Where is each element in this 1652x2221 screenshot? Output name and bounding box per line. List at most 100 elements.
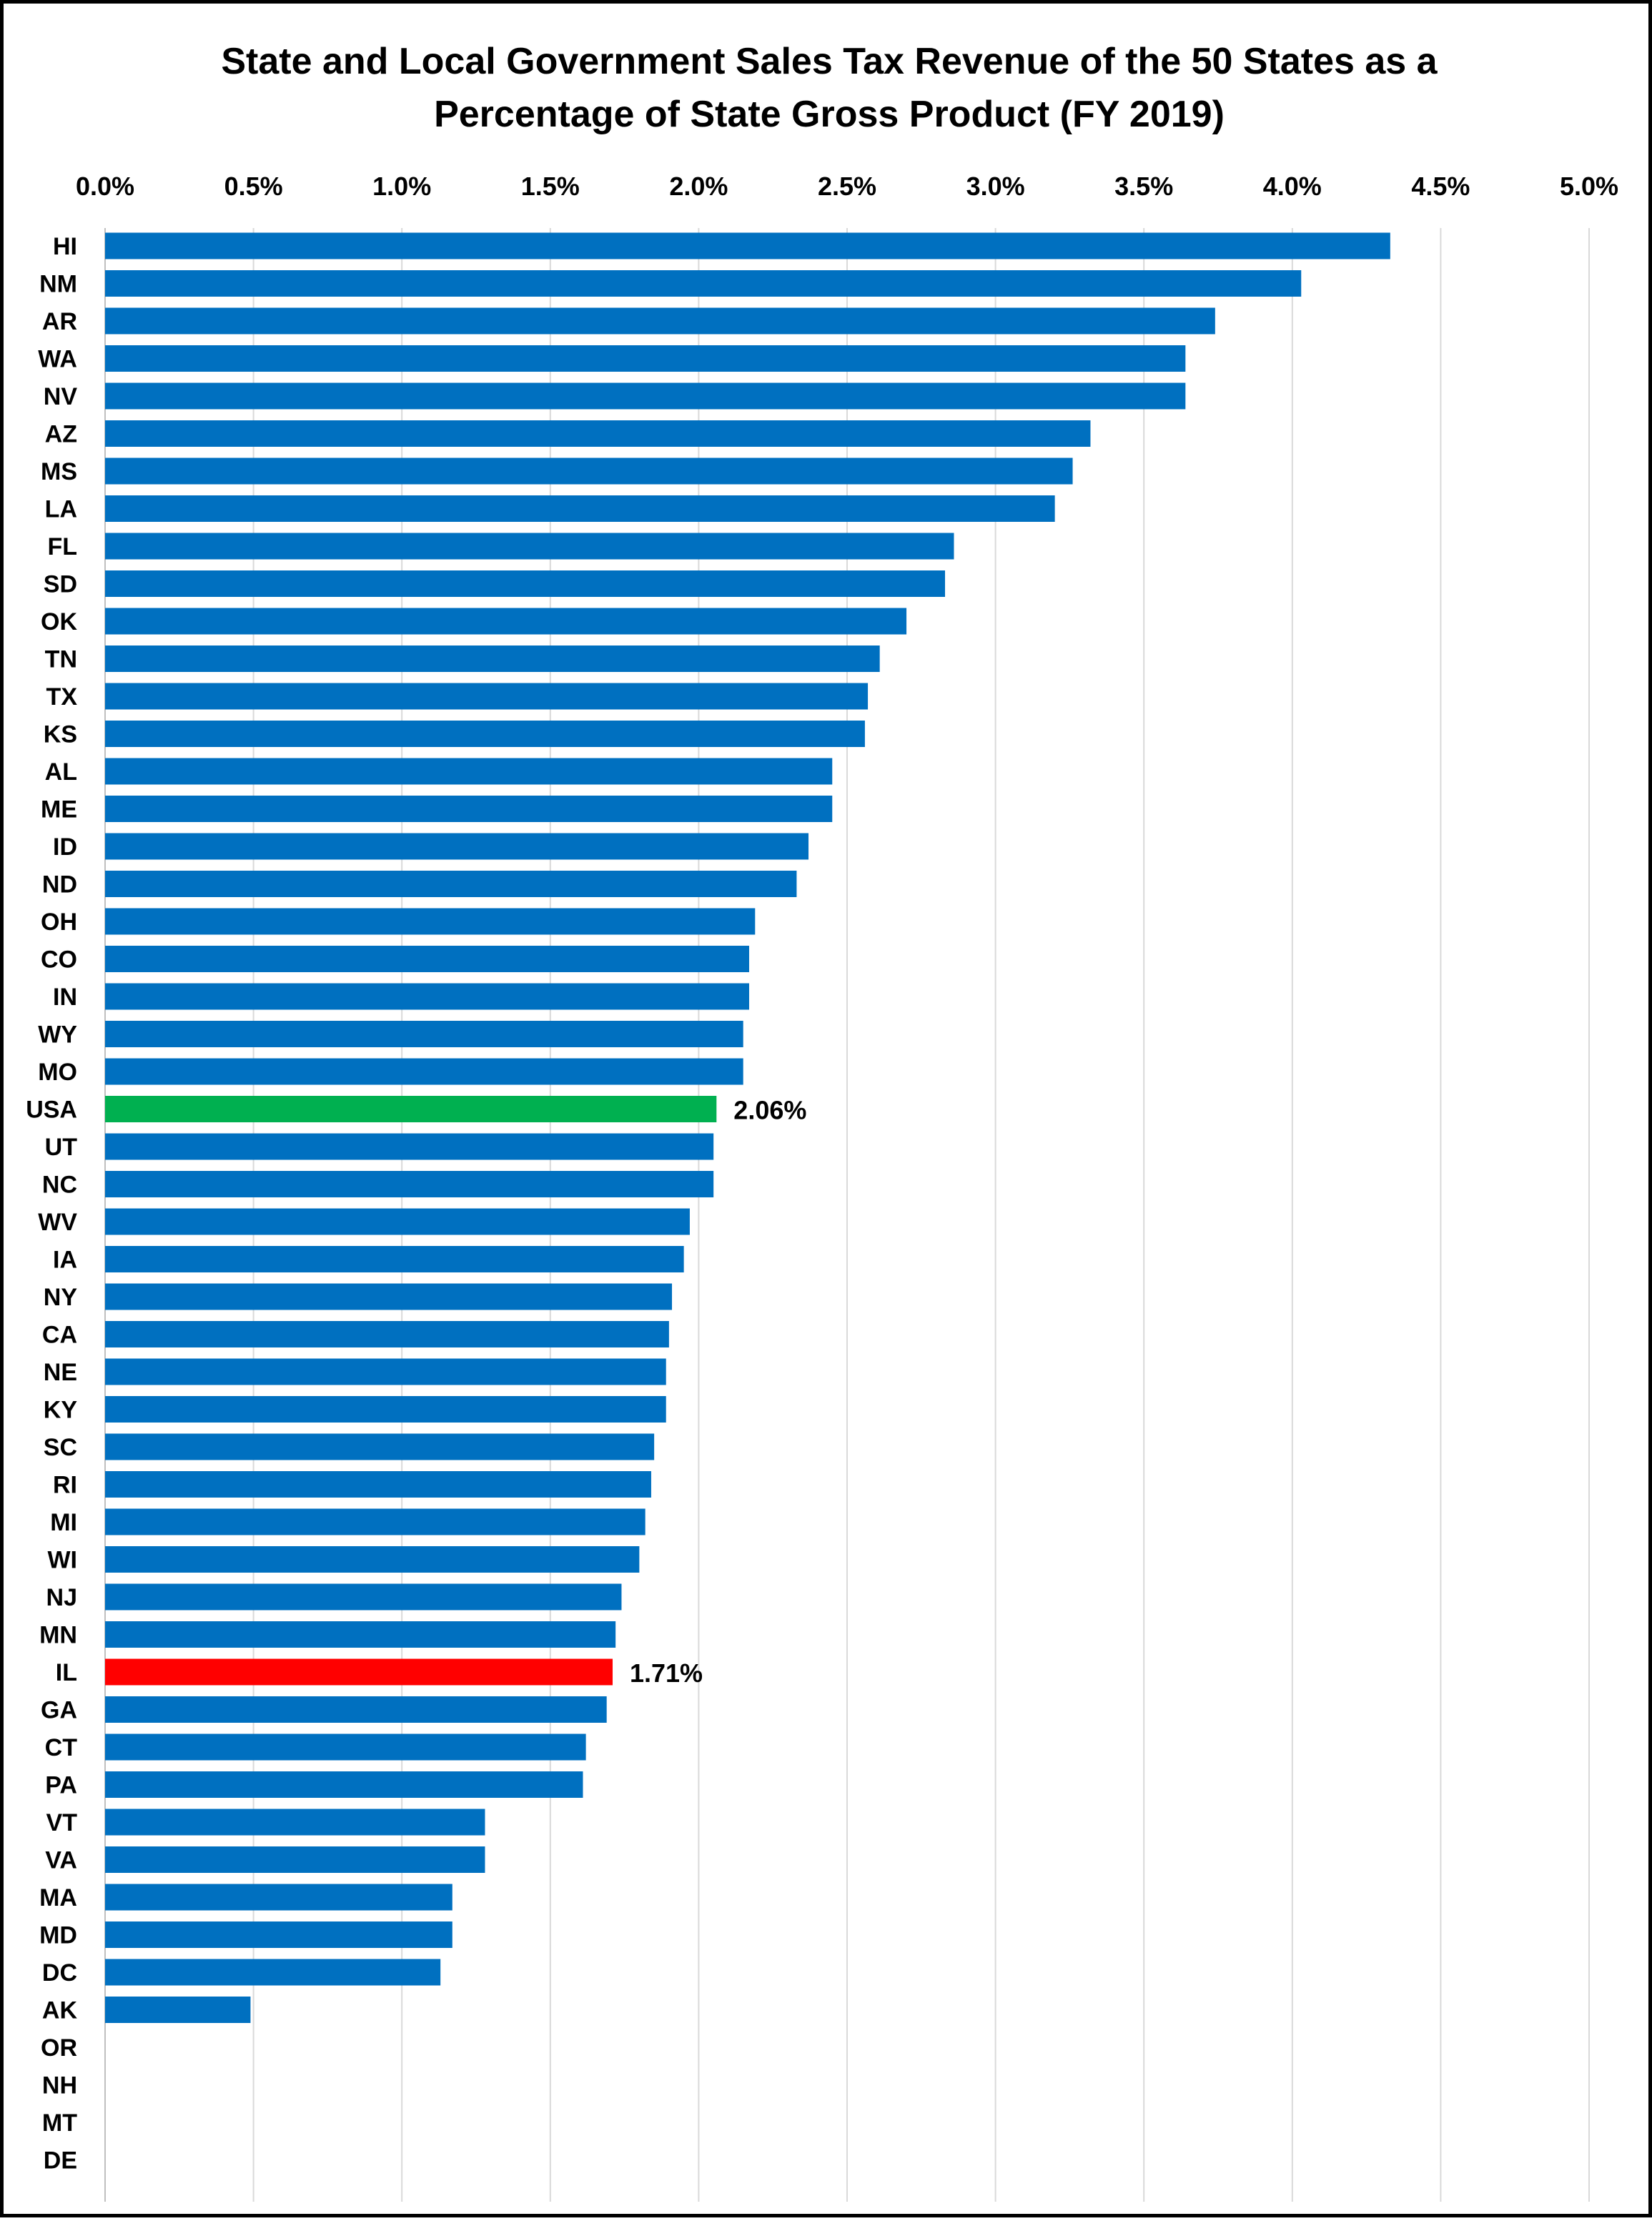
bar-ga xyxy=(105,1696,607,1723)
category-label: NJ xyxy=(46,1584,77,1611)
category-label: MD xyxy=(39,1922,77,1949)
data-label-il: 1.71% xyxy=(630,1658,703,1688)
bar-hi xyxy=(105,232,1390,259)
bar-ca xyxy=(105,1321,669,1347)
category-label: RI xyxy=(53,1472,77,1499)
category-label: IL xyxy=(56,1659,77,1686)
x-tick-label: 1.0% xyxy=(372,172,431,201)
category-label: AZ xyxy=(45,421,77,448)
category-label: FL xyxy=(47,533,77,560)
category-label: NC xyxy=(42,1172,77,1199)
bar-sd xyxy=(105,570,946,597)
data-label-usa: 2.06% xyxy=(733,1096,806,1125)
category-label: MS xyxy=(41,458,77,485)
bar-nm xyxy=(105,270,1302,297)
chart-title-line-2: Percentage of State Gross Product (FY 20… xyxy=(434,94,1225,135)
category-label: CO xyxy=(41,946,77,974)
bar-pa xyxy=(105,1771,583,1798)
bar-oh xyxy=(105,908,756,935)
bar-nv xyxy=(105,382,1186,410)
bar-chart: State and Local Government Sales Tax Rev… xyxy=(26,41,1618,2202)
category-label: OK xyxy=(41,608,77,635)
bar-ak xyxy=(105,1997,251,2023)
bar-usa xyxy=(105,1096,717,1122)
category-label: WV xyxy=(38,1209,77,1236)
bar-ky xyxy=(105,1396,666,1423)
category-label: OR xyxy=(41,2034,77,2062)
category-label: KY xyxy=(44,1397,78,1424)
bar-mi xyxy=(105,1508,646,1535)
category-label: VT xyxy=(46,1809,78,1836)
bar-md xyxy=(105,1921,452,1948)
category-label: IA xyxy=(53,1247,77,1274)
bar-ut xyxy=(105,1133,714,1160)
category-label: NE xyxy=(44,1359,77,1386)
category-label: AR xyxy=(42,308,77,335)
x-tick-label: 2.0% xyxy=(669,172,728,201)
category-label: NM xyxy=(39,271,77,298)
bar-ct xyxy=(105,1733,586,1761)
bar-ri xyxy=(105,1471,651,1498)
bar-ne xyxy=(105,1358,666,1385)
category-label: USA xyxy=(26,1097,77,1124)
category-label: MA xyxy=(39,1884,77,1911)
category-label: CA xyxy=(42,1322,77,1349)
category-label: AL xyxy=(45,758,77,786)
x-tick-label: 4.0% xyxy=(1263,172,1322,201)
bar-il xyxy=(105,1658,613,1686)
bar-al xyxy=(105,758,833,785)
bar-ia xyxy=(105,1246,684,1272)
bar-az xyxy=(105,420,1091,447)
x-tick-label: 2.5% xyxy=(818,172,876,201)
category-label: SD xyxy=(44,571,77,598)
category-label: NH xyxy=(42,2072,77,2099)
category-label: MI xyxy=(50,1509,77,1536)
category-label: DC xyxy=(42,1959,77,1987)
category-label: WI xyxy=(47,1547,77,1574)
category-label: ME xyxy=(41,796,77,823)
x-tick-label: 3.0% xyxy=(966,172,1025,201)
data-labels: 2.06% 1.71% xyxy=(630,1096,806,1688)
category-label: KS xyxy=(44,721,77,748)
x-axis-tick-labels: 0.0% 0.5% 1.0% 1.5% 2.0% 2.5% 3.0% 3.5% 4.0% 4.5%… xyxy=(76,172,1618,201)
bar-vt xyxy=(105,1809,485,1836)
bar-ar xyxy=(105,307,1215,335)
category-label: HI xyxy=(53,233,77,260)
bar-nj xyxy=(105,1583,622,1611)
bar-tx xyxy=(105,683,869,710)
category-label: UT xyxy=(45,1134,78,1161)
bar-wi xyxy=(105,1546,640,1573)
bar-dc xyxy=(105,1959,441,1986)
category-label: SC xyxy=(44,1434,77,1461)
bar-ks xyxy=(105,721,865,747)
x-tick-label: 4.5% xyxy=(1411,172,1470,201)
bar-mn xyxy=(105,1621,616,1648)
category-label: TX xyxy=(46,683,78,711)
bars xyxy=(105,232,1390,2023)
category-label: WA xyxy=(38,346,77,373)
bar-wa xyxy=(105,345,1186,372)
category-label: VA xyxy=(45,1847,77,1874)
bar-va xyxy=(105,1846,485,1873)
bar-ms xyxy=(105,457,1073,485)
category-label: TN xyxy=(45,646,77,673)
category-label: NV xyxy=(44,383,78,410)
bar-nd xyxy=(105,871,797,897)
category-label: PA xyxy=(45,1772,77,1799)
bar-id xyxy=(105,833,809,860)
bar-wy xyxy=(105,1021,743,1047)
chart-title-line-1: State and Local Government Sales Tax Rev… xyxy=(221,41,1438,82)
category-label: OH xyxy=(41,909,77,936)
category-label: DE xyxy=(44,2147,77,2175)
bar-me xyxy=(105,796,833,822)
bar-la xyxy=(105,495,1055,522)
x-tick-label: 1.5% xyxy=(521,172,580,201)
bar-ok xyxy=(105,608,907,635)
bar-sc xyxy=(105,1433,655,1460)
category-label: ND xyxy=(42,871,77,899)
bar-tn xyxy=(105,645,880,672)
bar-nc xyxy=(105,1171,714,1197)
category-label: GA xyxy=(41,1697,77,1724)
category-label: MN xyxy=(39,1622,77,1649)
